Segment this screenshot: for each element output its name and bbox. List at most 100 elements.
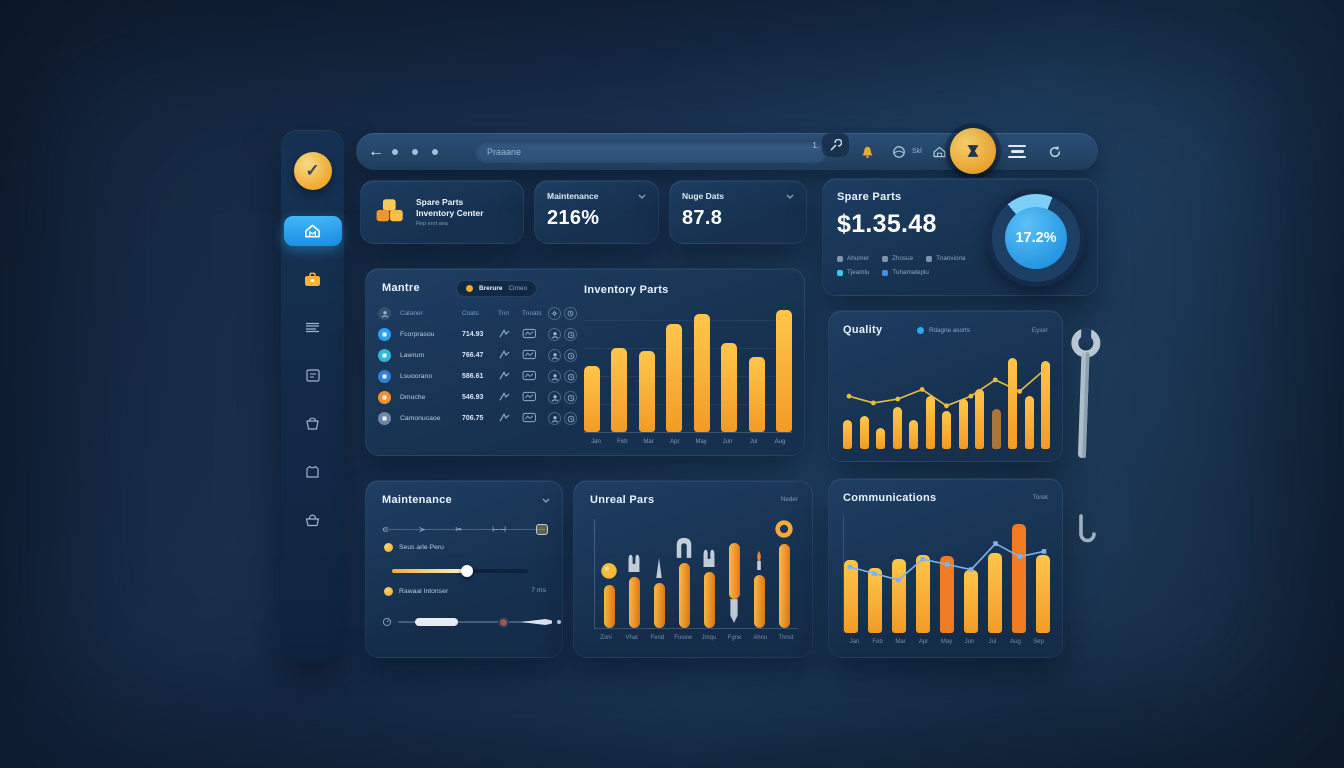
row-time-chip[interactable]: [564, 370, 577, 383]
communications-dropdown[interactable]: Torek: [1032, 494, 1048, 501]
stat-card-maintenance[interactable]: Maintenance 216%: [534, 180, 659, 244]
inventory-chart-title: Inventory Parts: [584, 284, 669, 296]
tools-dropdown[interactable]: Neder: [780, 496, 798, 503]
table-row[interactable]: Lsuoorano 586.61: [378, 366, 578, 387]
slider-1[interactable]: [392, 565, 528, 577]
slider-1-knob[interactable]: [460, 565, 473, 577]
card-a-caption: Rep enrt ana: [416, 221, 448, 228]
quality-dropdown[interactable]: Eyser: [1031, 327, 1048, 334]
sidebar-item-home[interactable]: [283, 216, 342, 246]
notifications-button[interactable]: [860, 133, 875, 170]
frame-icon: [305, 368, 320, 382]
search-input[interactable]: [475, 140, 827, 163]
row-user-chip[interactable]: [548, 412, 561, 425]
row-trend-icon: [498, 328, 522, 341]
row-trend-icon: [498, 391, 522, 404]
menu-button[interactable]: [1008, 133, 1026, 170]
row-time-chip[interactable]: [564, 391, 577, 404]
sidebar-item-toolbox[interactable]: [284, 264, 342, 294]
slider-2-label-row: Rawaal Intonser: [384, 587, 448, 596]
tool-handle: [753, 574, 765, 628]
table-row[interactable]: Dmuche 546.93: [378, 387, 578, 408]
arrow-step-icon: ≻: [418, 524, 426, 534]
row-user-chip[interactable]: [548, 328, 561, 341]
slider-2[interactable]: [382, 615, 562, 629]
maintenance-title: Maintenance: [382, 494, 452, 506]
row-user-chip[interactable]: [548, 391, 561, 404]
sidebar-item-reports[interactable]: [284, 312, 342, 342]
col-name: Cataner: [400, 310, 423, 317]
back-button[interactable]: ←: [368, 142, 384, 160]
communications-panel: Communications Torek Jan Feb Mar Apr May Jun J…: [828, 478, 1063, 658]
x-tick-label: Fend: [650, 635, 665, 641]
bar: [892, 406, 902, 449]
legend-item: Zhosue: [882, 255, 913, 262]
x-tick-label: Sep: [1033, 639, 1044, 645]
primary-action-button[interactable]: [950, 128, 996, 174]
search-tool-button[interactable]: [822, 133, 849, 157]
knob-tool-head-icon: [599, 560, 619, 585]
col-g2: Tnoats: [522, 310, 542, 317]
gauge-icon: [382, 617, 392, 627]
x-tick-label: Jan: [849, 639, 860, 645]
row-time-chip[interactable]: [564, 328, 577, 341]
bar: [1041, 360, 1050, 449]
row-time-chip[interactable]: [564, 349, 577, 362]
shirt-icon: [306, 465, 319, 478]
window-dots[interactable]: [392, 133, 445, 170]
pin-tool-head-icon: [649, 558, 669, 583]
globe-label: Skl: [912, 148, 922, 155]
chevron-down-icon[interactable]: [786, 194, 794, 199]
col-g1: Tnn: [498, 310, 510, 317]
slider-2-segment[interactable]: [414, 618, 458, 626]
bar: [584, 365, 600, 432]
home-shortcut-button[interactable]: [932, 133, 947, 170]
row-user-chip[interactable]: [548, 370, 561, 383]
x-tick-label: Zoni: [600, 635, 612, 641]
row-time-chip[interactable]: [564, 412, 577, 425]
spare-card-title: Spare Parts: [837, 191, 902, 203]
stat-card-nuge-dats[interactable]: Nuge Dats 87.8: [669, 180, 807, 244]
toggle-option-inactive[interactable]: Cimeo: [508, 285, 528, 292]
x-tick-label: Ahnu: [753, 635, 768, 641]
toggle-option-active[interactable]: Brerure: [479, 285, 503, 292]
x-tick-label: Thnst: [778, 635, 794, 641]
row-icon: [378, 349, 391, 362]
app-logo[interactable]: ✓: [293, 152, 332, 190]
table-row[interactable]: Lawrum 766.47: [378, 345, 578, 366]
spare-parts-summary-card: Spare Parts $1.35.48 Ahumer Zhosue Tnanvio…: [822, 178, 1098, 296]
report-lines-icon: [306, 322, 319, 332]
stat-card-spare-parts[interactable]: Spare Parts Inventory Center Rep enrt an…: [360, 180, 524, 244]
sidebar-item-frame[interactable]: [284, 360, 342, 390]
row-name: Fcorprasou: [400, 331, 435, 338]
home-small-icon: [933, 146, 946, 157]
row-user-chip[interactable]: [548, 349, 561, 362]
x-tick-label: Mar: [643, 439, 654, 445]
refresh-button[interactable]: [1048, 133, 1062, 170]
table-row[interactable]: Fcorprasou 714.93: [378, 324, 578, 345]
clamp-icon: ⊂: [382, 524, 389, 534]
slider-2-pointer[interactable]: [520, 619, 553, 625]
table-row[interactable]: Camonucaoe 706.75: [378, 408, 578, 429]
chevron-down-icon[interactable]: [542, 498, 550, 503]
table-view-toggle[interactable]: Brerure Cimeo: [456, 280, 538, 297]
x-tick-label: Apr: [670, 439, 680, 445]
x-tick-label: Feb: [872, 639, 883, 645]
x-tick-label: Vhat: [625, 635, 638, 641]
x-tick-label: Jun: [964, 639, 975, 645]
yellow-dot-icon: [384, 587, 393, 596]
sidebar-item-basket[interactable]: [284, 504, 342, 534]
slider-2-knob[interactable]: [497, 616, 509, 628]
inventory-table: Cataner Coats Tnn Tnoats Fcorprasou 714.9…: [378, 303, 578, 429]
tool-bar: [649, 558, 669, 628]
globe-button[interactable]: [892, 133, 906, 170]
parts-boxes-icon: [376, 199, 403, 222]
chevron-down-icon[interactable]: [638, 194, 646, 199]
inventory-overview-panel: Mantre Brerure Cimeo Cataner Coats Tnn T…: [365, 268, 805, 456]
sidebar-item-apparel[interactable]: [284, 456, 342, 486]
sidebar-item-parts-box[interactable]: [284, 408, 342, 438]
card-b-value: 216%: [547, 207, 600, 229]
quality-title: Quality: [843, 324, 883, 336]
row-value: 766.47: [462, 352, 484, 359]
chisel-tool-head-icon: [724, 599, 744, 628]
